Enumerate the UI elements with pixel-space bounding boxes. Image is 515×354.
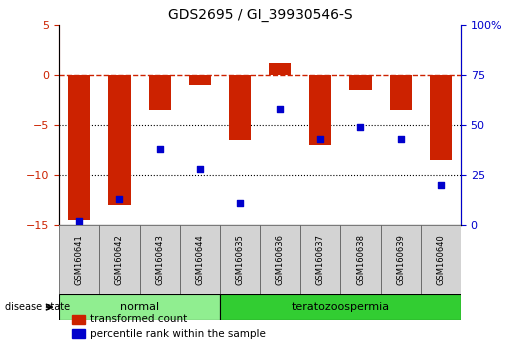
Text: GSM160640: GSM160640: [436, 234, 445, 285]
Text: GSM160643: GSM160643: [155, 234, 164, 285]
Bar: [260, 225, 300, 294]
Text: disease state: disease state: [5, 302, 70, 312]
Bar: [421, 225, 461, 294]
Point: [236, 200, 244, 206]
Bar: [68, 75, 90, 220]
Bar: [310, 75, 331, 145]
Text: normal: normal: [120, 302, 159, 312]
Point: [75, 218, 83, 224]
Point: [437, 182, 445, 188]
Bar: [189, 75, 211, 85]
Bar: [149, 75, 170, 110]
Text: GSM160637: GSM160637: [316, 234, 325, 285]
Point: [276, 106, 284, 112]
Bar: [300, 225, 340, 294]
Text: GSM160642: GSM160642: [115, 234, 124, 285]
Text: GSM160644: GSM160644: [195, 234, 204, 285]
Bar: [140, 225, 180, 294]
Point: [397, 136, 405, 142]
Bar: [59, 225, 99, 294]
Bar: [350, 75, 371, 90]
Bar: [269, 63, 291, 75]
Bar: [109, 75, 130, 205]
Bar: [430, 75, 452, 160]
Text: GSM160638: GSM160638: [356, 234, 365, 285]
Bar: [220, 294, 461, 320]
Text: GSM160635: GSM160635: [235, 234, 245, 285]
Title: GDS2695 / GI_39930546-S: GDS2695 / GI_39930546-S: [168, 8, 352, 22]
Bar: [59, 294, 220, 320]
Bar: [220, 225, 260, 294]
Text: GSM160639: GSM160639: [396, 234, 405, 285]
Point: [156, 146, 164, 152]
Point: [316, 136, 324, 142]
Bar: [390, 75, 411, 110]
Text: GSM160641: GSM160641: [75, 234, 84, 285]
Text: teratozoospermia: teratozoospermia: [291, 302, 389, 312]
Point: [196, 166, 204, 172]
Point: [356, 124, 365, 130]
Bar: [340, 225, 381, 294]
Bar: [229, 75, 251, 140]
Text: GSM160636: GSM160636: [276, 234, 285, 285]
Text: transformed count: transformed count: [90, 314, 187, 325]
Point: [115, 196, 124, 202]
Bar: [99, 225, 140, 294]
Bar: [180, 225, 220, 294]
Bar: [381, 225, 421, 294]
Text: percentile rank within the sample: percentile rank within the sample: [90, 329, 266, 339]
